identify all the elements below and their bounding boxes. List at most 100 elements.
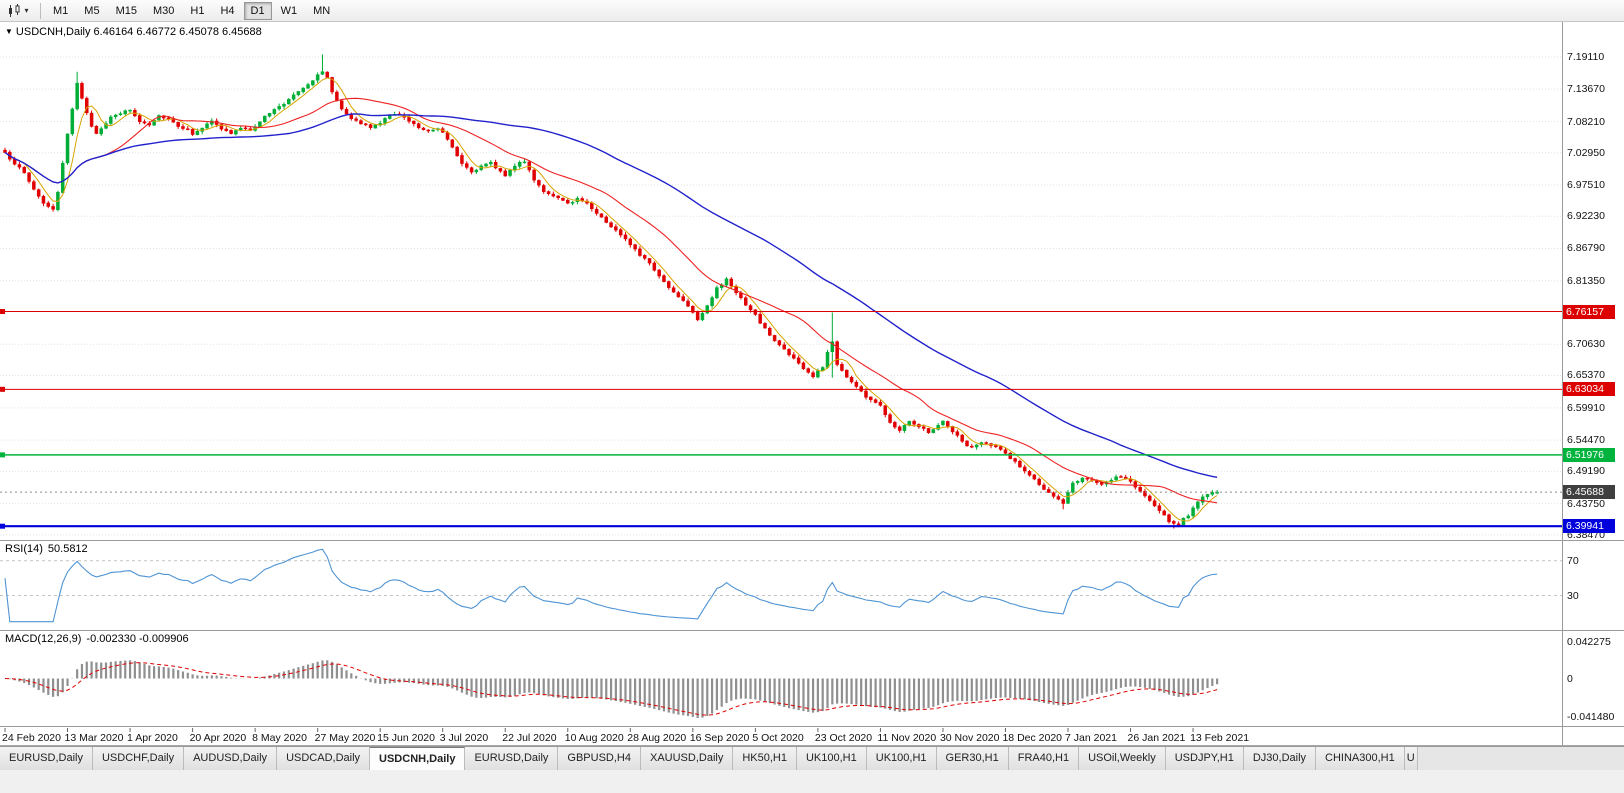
timeframe-button-h4[interactable]: H4 (213, 2, 241, 20)
chart-tab-dj30-daily[interactable]: DJ30,Daily (1243, 747, 1317, 771)
chart-tab-xauusd-daily[interactable]: XAUUSD,Daily (640, 747, 734, 771)
chart-tab-uk100-h1[interactable]: UK100,H1 (796, 747, 867, 771)
chart-tab-ger30-h1[interactable]: GER30,H1 (936, 747, 1009, 771)
date-label: 28 Aug 2020 (627, 732, 686, 744)
chart-type-button[interactable]: ▾ (2, 2, 34, 20)
macd-indicator-label: MACD(12,26,9) -0.002330 -0.009906 (5, 633, 189, 645)
chart-region: 24 Feb 2020 13 Mar 2020 1 Apr 2020 20 Apr 2… (0, 22, 1624, 746)
axis-label: 7.02950 (1567, 146, 1605, 159)
rsi-indicator-label: RSI(14) 50.5812 (5, 543, 88, 555)
chart-tab-gbpusd-h4[interactable]: GBPUSD,H4 (558, 747, 641, 771)
ohlc-text: USDCNH,Daily 6.46164 6.46772 6.45078 6.4… (15, 26, 262, 38)
price-axis[interactable]: 7.19110 7.13670 7.08210 7.02950 6.97510 6.922… (1562, 22, 1624, 745)
axis-label: 6.65370 (1567, 369, 1605, 382)
macd-signal-line (4, 662, 1218, 716)
bottom-strip (0, 770, 1624, 793)
price-line-badge: 6.51976 (1563, 447, 1615, 462)
axis-label: 6.92230 (1567, 210, 1605, 223)
date-label: 13 Mar 2020 (65, 732, 124, 744)
axis-label: 30 (1567, 589, 1579, 602)
date-label: 18 Dec 2020 (1002, 732, 1062, 744)
chart-ohlc-header: ▼ USDCNH,Daily 6.46164 6.46772 6.45078 6.… (5, 26, 262, 38)
date-label: 27 May 2020 (315, 732, 376, 744)
panel-separator (1563, 726, 1624, 727)
axis-label: 7.08210 (1567, 115, 1605, 128)
price-line-badge: 6.63034 (1563, 382, 1615, 397)
axis-label: 6.43750 (1567, 497, 1605, 510)
chart-tab-u[interactable]: U (1404, 747, 1418, 771)
axis-label: -0.041480 (1567, 711, 1615, 723)
date-label: 16 Sep 2020 (690, 732, 750, 744)
ma-20-line (4, 97, 1218, 504)
timeframe-button-m15[interactable]: M15 (109, 2, 144, 20)
date-label: 20 Apr 2020 (190, 732, 247, 744)
axis-label: 7.19110 (1567, 50, 1605, 63)
chart-tab-usdcnh-daily[interactable]: USDCNH,Daily (370, 747, 466, 771)
date-label: 1 Apr 2020 (127, 732, 178, 744)
chart-tab-fra40-h1[interactable]: FRA40,H1 (1008, 747, 1080, 771)
chart-tab-uk100-h1[interactable]: UK100,H1 (866, 747, 937, 771)
axis-label: 6.70630 (1567, 338, 1605, 351)
date-label: 8 May 2020 (252, 732, 307, 744)
chart-tabs-bar: EURUSD,Daily USDCHF,Daily AUDUSD,Daily USDC… (0, 746, 1624, 771)
chart-tab-usdcad-daily[interactable]: USDCAD,Daily (277, 747, 371, 771)
price-line-badge: 6.39941 (1563, 519, 1615, 534)
ma-60-line (4, 113, 1218, 478)
macd-value: -0.002330 -0.009906 (86, 633, 189, 645)
chart-tab-usoil-weekly[interactable]: USOil,Weekly (1079, 747, 1166, 771)
axis-label: 6.49190 (1567, 465, 1605, 478)
chart-tab-usdchf-daily[interactable]: USDCHF,Daily (92, 747, 185, 771)
axis-label: 6.97510 (1567, 178, 1605, 191)
dropdown-caret-icon: ▾ (24, 6, 29, 15)
rsi-name: RSI(14) (5, 543, 43, 555)
axis-label: 7.13670 (1567, 83, 1605, 96)
timeframe-button-m1[interactable]: M1 (46, 2, 75, 20)
axis-label: 6.81350 (1567, 274, 1605, 287)
collapse-triangle-icon[interactable]: ▼ (5, 27, 13, 36)
date-label: 15 Jun 2020 (377, 732, 435, 744)
date-label: 24 Feb 2020 (2, 732, 61, 744)
chart-tab-usdjpy-h1[interactable]: USDJPY,H1 (1165, 747, 1244, 771)
chart-tab-hk50-h1[interactable]: HK50,H1 (733, 747, 797, 771)
price-chart-canvas[interactable]: 24 Feb 2020 13 Mar 2020 1 Apr 2020 20 Apr 2… (0, 22, 1562, 745)
axis-label: 6.54470 (1567, 434, 1605, 447)
date-label: 3 Jul 2020 (440, 732, 489, 744)
date-label: 23 Oct 2020 (815, 732, 872, 744)
date-label: 22 Jul 2020 (502, 732, 556, 744)
chart-tab-china300-h1[interactable]: CHINA300,H1 (1316, 747, 1405, 771)
toolbar-separator (40, 2, 41, 19)
timeframe-button-m5[interactable]: M5 (77, 2, 106, 20)
date-label: 5 Oct 2020 (752, 732, 804, 744)
chart-tab-audusd-daily[interactable]: AUDUSD,Daily (184, 747, 278, 771)
date-label: 7 Jan 2021 (1065, 732, 1117, 744)
price-line-badge: 6.76157 (1563, 304, 1615, 319)
rsi-value: 50.5812 (47, 543, 88, 555)
axis-label: 70 (1567, 554, 1579, 567)
timeframe-button-d1[interactable]: D1 (243, 1, 272, 20)
date-label: 26 Jan 2021 (1128, 732, 1186, 744)
date-label: 11 Nov 2020 (877, 732, 936, 744)
axis-label: 6.59910 (1567, 401, 1605, 414)
date-label: 10 Aug 2020 (565, 732, 624, 744)
timeframe-button-m30[interactable]: M30 (146, 2, 181, 20)
timeframe-toolbar: ▾ M1 M5 M15 M30 H1 H4 D1 W1 MN (0, 0, 1624, 22)
chart-tab-eurusd-daily[interactable]: EURUSD,Daily (465, 747, 559, 771)
macd-name: MACD(12,26,9) (5, 633, 82, 645)
chart-plot-area: 24 Feb 2020 13 Mar 2020 1 Apr 2020 20 Apr 2… (0, 22, 1562, 745)
panel-separator (1563, 630, 1624, 631)
ma-5-line (4, 77, 1218, 522)
date-label: 13 Feb 2021 (1190, 732, 1249, 744)
panel-separator (1563, 540, 1624, 541)
timeframe-button-w1[interactable]: W1 (274, 2, 305, 20)
axis-label: 0.042275 (1567, 636, 1611, 648)
timeframe-button-h1[interactable]: H1 (183, 2, 211, 20)
axis-label: 0 (1567, 672, 1573, 685)
price-line-badge: 6.45688 (1563, 485, 1615, 500)
chart-tab-eurusd-daily[interactable]: EURUSD,Daily (0, 747, 93, 771)
axis-label: 6.86790 (1567, 242, 1605, 255)
timeframe-button-mn[interactable]: MN (306, 2, 337, 20)
rsi-line (4, 548, 1218, 623)
date-label: 30 Nov 2020 (940, 732, 1000, 744)
candlestick-chart-icon (9, 3, 20, 17)
